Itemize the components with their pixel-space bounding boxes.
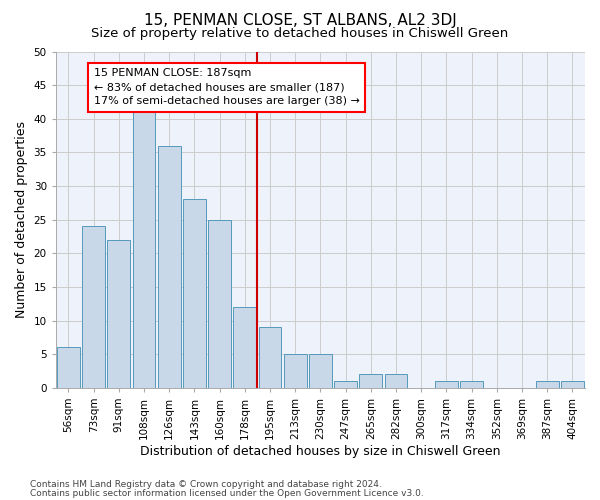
Text: 15, PENMAN CLOSE, ST ALBANS, AL2 3DJ: 15, PENMAN CLOSE, ST ALBANS, AL2 3DJ — [143, 12, 457, 28]
Bar — [208, 220, 231, 388]
Bar — [259, 328, 281, 388]
X-axis label: Distribution of detached houses by size in Chiswell Green: Distribution of detached houses by size … — [140, 444, 500, 458]
Bar — [561, 381, 584, 388]
Bar — [309, 354, 332, 388]
Text: 15 PENMAN CLOSE: 187sqm
← 83% of detached houses are smaller (187)
17% of semi-d: 15 PENMAN CLOSE: 187sqm ← 83% of detache… — [94, 68, 359, 106]
Text: Size of property relative to detached houses in Chiswell Green: Size of property relative to detached ho… — [91, 28, 509, 40]
Bar — [334, 381, 357, 388]
Y-axis label: Number of detached properties: Number of detached properties — [15, 121, 28, 318]
Bar — [536, 381, 559, 388]
Bar — [158, 146, 181, 388]
Bar — [82, 226, 105, 388]
Text: Contains HM Land Registry data © Crown copyright and database right 2024.: Contains HM Land Registry data © Crown c… — [30, 480, 382, 489]
Bar — [460, 381, 483, 388]
Bar — [57, 348, 80, 388]
Text: Contains public sector information licensed under the Open Government Licence v3: Contains public sector information licen… — [30, 490, 424, 498]
Bar — [359, 374, 382, 388]
Bar — [385, 374, 407, 388]
Bar — [183, 200, 206, 388]
Bar — [284, 354, 307, 388]
Bar — [435, 381, 458, 388]
Bar — [133, 106, 155, 388]
Bar — [233, 307, 256, 388]
Bar — [107, 240, 130, 388]
